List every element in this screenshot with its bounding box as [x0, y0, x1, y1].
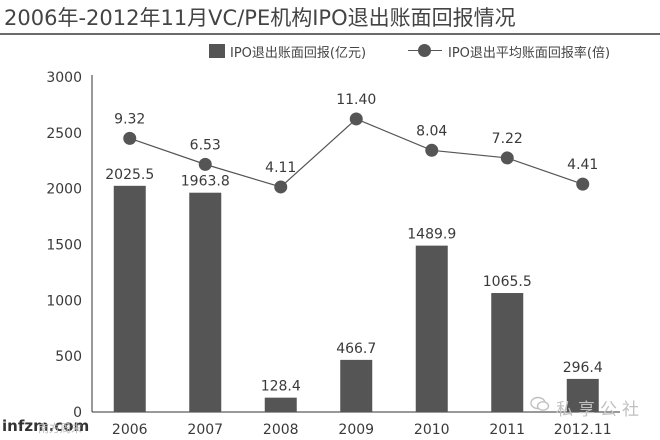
bar-2012.11	[566, 378, 599, 412]
bar-2007	[189, 192, 222, 412]
line-point-2007	[198, 157, 212, 171]
source-cn: 南方周末	[38, 422, 82, 435]
x-tick-label: 2007	[187, 422, 223, 438]
line-point-2012.11	[576, 177, 590, 191]
x-tick-label: 2011	[489, 422, 525, 438]
watermark: 私享公社	[556, 400, 644, 420]
line-point-2006	[123, 131, 137, 145]
bar-value-label: 1963.8	[181, 174, 230, 190]
bar-2010	[415, 245, 448, 412]
line-value-label: 11.40	[336, 92, 376, 108]
y-tick-label: 0	[73, 405, 82, 421]
chart-title: 2006年-2012年11月VC/PE机构IPO退出账面回报情况	[4, 6, 516, 30]
x-tick-label: 2009	[338, 422, 374, 438]
bar-value-label: 1489.9	[407, 227, 456, 243]
x-tick-label: 2006	[112, 422, 148, 438]
line-point-2010	[425, 143, 439, 157]
y-tick-label: 2000	[46, 182, 82, 198]
legend-dot-swatch	[418, 44, 431, 57]
source-site: infzm.com	[2, 417, 90, 435]
y-tick-label: 1000	[46, 293, 82, 309]
x-tick-label: 2012.11	[554, 422, 612, 438]
bar-2006	[113, 185, 146, 412]
line-value-label: 4.11	[265, 160, 296, 176]
line-value-label: 9.32	[114, 111, 145, 127]
bar-value-label: 296.4	[563, 360, 603, 376]
y-tick-label: 1500	[46, 238, 82, 254]
title-divider	[0, 33, 660, 35]
y-tick-label: 3000	[46, 70, 82, 86]
bar-value-label: 1065.5	[483, 274, 532, 290]
bar-value-label: 128.4	[261, 379, 301, 395]
line-value-label: 4.41	[567, 157, 598, 173]
x-tick-label: 2010	[414, 422, 450, 438]
bar-value-label: 466.7	[336, 341, 376, 357]
legend-bar-swatch	[209, 44, 225, 58]
bar-2011	[491, 293, 524, 412]
legend-bar-label: IPO退出账面回报(亿元)	[230, 46, 367, 61]
line-value-label: 7.22	[492, 131, 523, 147]
y-tick-label: 500	[55, 349, 82, 365]
line-value-label: 8.04	[416, 123, 447, 139]
line-point-2011	[500, 151, 514, 165]
line-value-label: 6.53	[190, 137, 221, 153]
x-tick-label: 2008	[263, 422, 299, 438]
line-point-2009	[349, 112, 363, 126]
legend-line-label: IPO退出平均账面回报率(倍)	[448, 46, 611, 61]
bar-2008	[264, 397, 297, 412]
bar-value-label: 2025.5	[105, 167, 154, 183]
bar-2009	[340, 359, 373, 412]
y-tick-label: 2500	[46, 126, 82, 142]
line-point-2008	[274, 180, 288, 194]
wechat-icon	[530, 396, 550, 411]
